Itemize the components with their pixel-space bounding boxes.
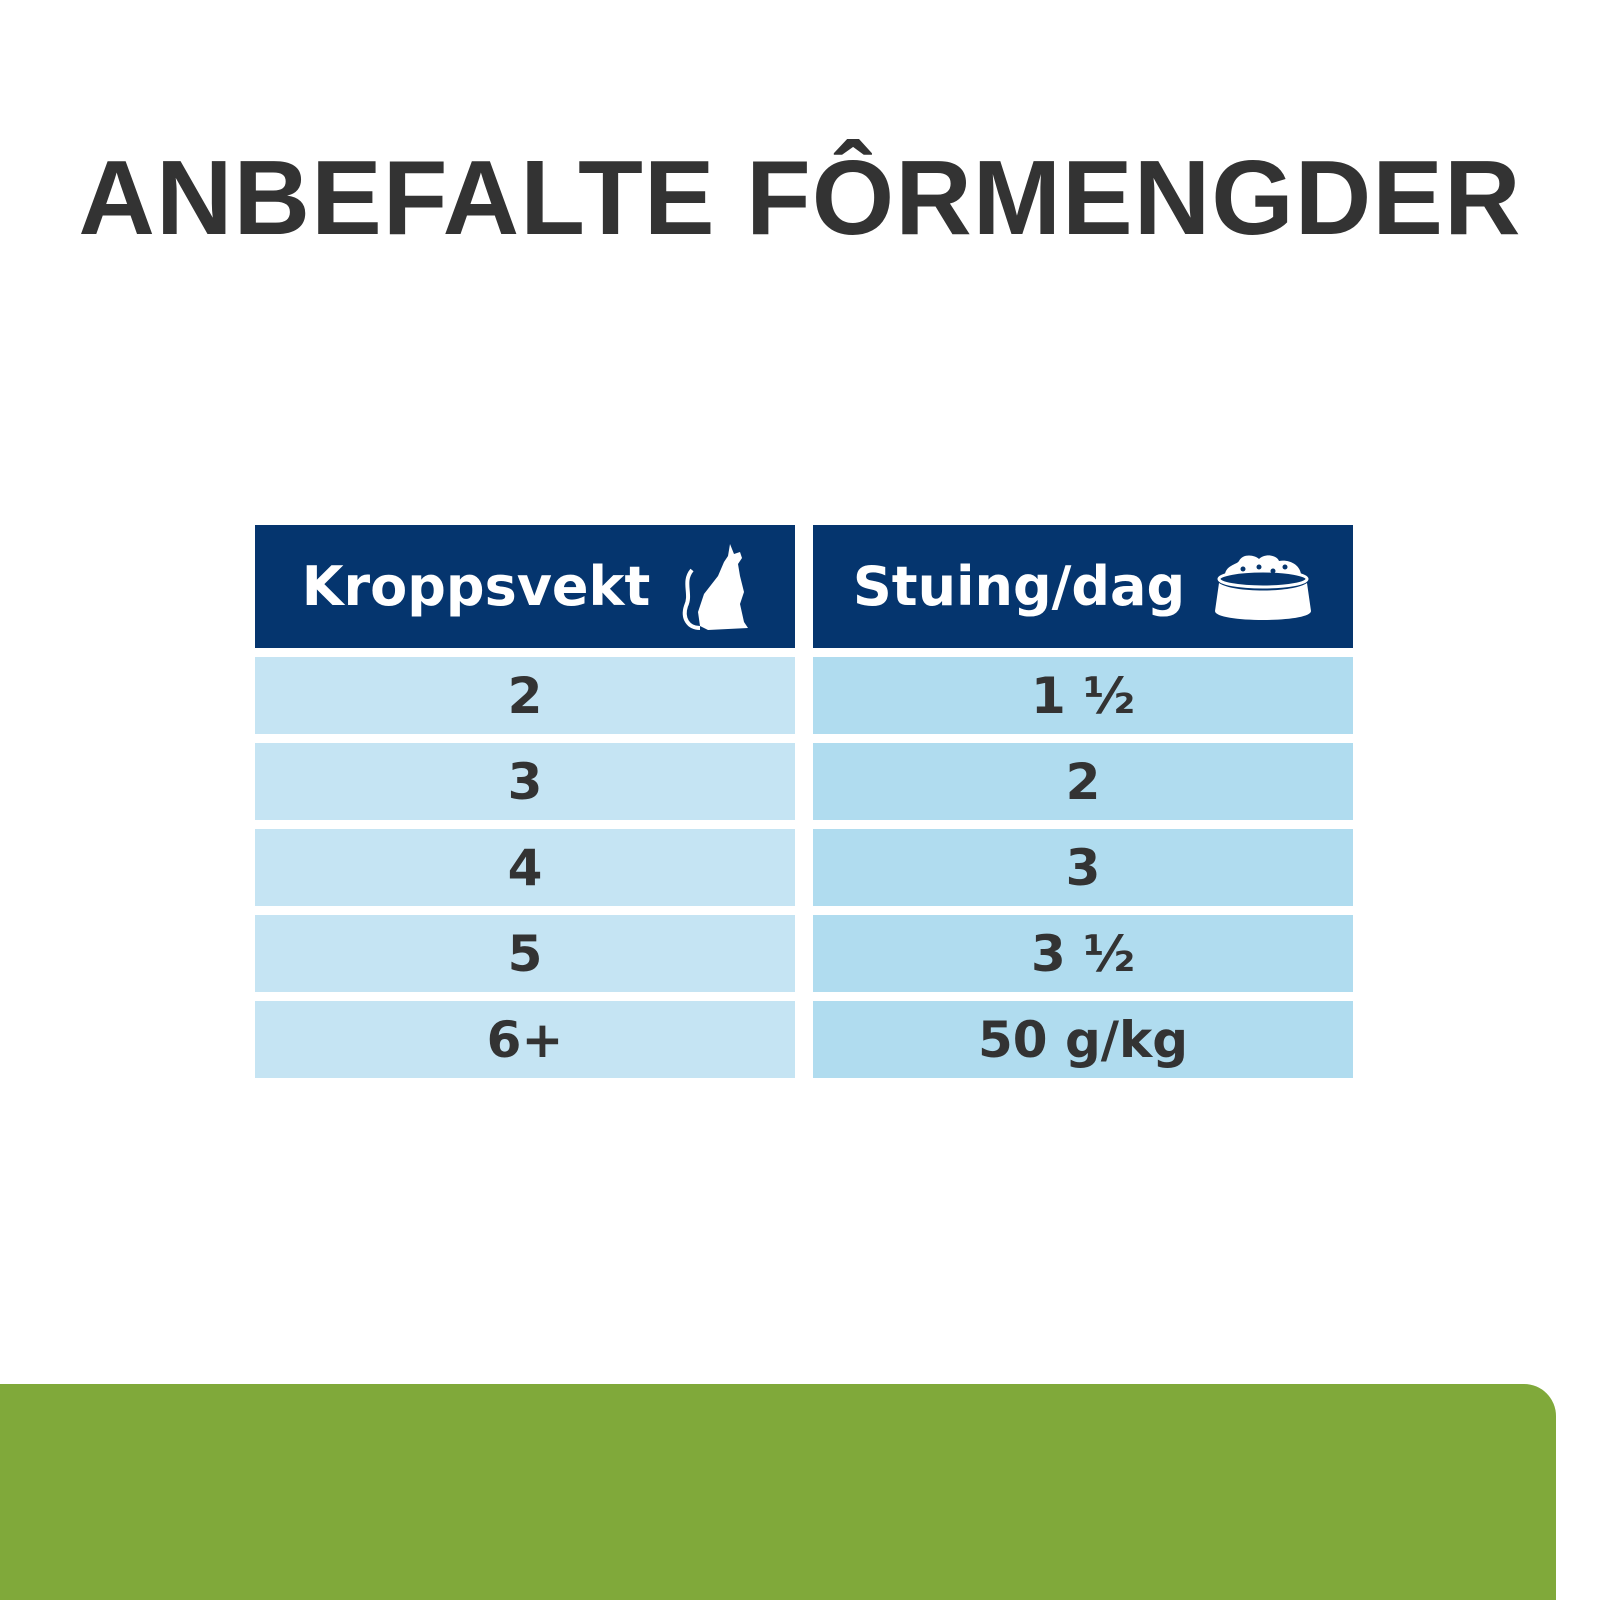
stew-per-day-cell: 3 ½ (813, 915, 1353, 992)
body-weight-cell: 6+ (255, 1001, 795, 1078)
table-row: 6+ 50 g/kg (255, 1001, 1353, 1078)
table-row: 5 3 ½ (255, 915, 1353, 992)
body-weight-cell: 4 (255, 829, 795, 906)
body-weight-cell: 5 (255, 915, 795, 992)
table-row: 2 1 ½ (255, 657, 1353, 734)
header-label: Stuing/dag (852, 555, 1186, 618)
table-header: Kroppsvekt Stuing/dag (255, 525, 1353, 648)
green-footer-band (0, 1384, 1556, 1600)
food-bowl-icon (1215, 554, 1312, 620)
cat-icon (683, 543, 749, 630)
stew-per-day-cell: 2 (813, 743, 1353, 820)
header-label: Kroppsvekt (301, 555, 651, 618)
body-weight-cell: 2 (255, 657, 795, 734)
table-row: 3 2 (255, 743, 1353, 820)
header-stew-per-day: Stuing/dag (813, 525, 1353, 648)
stew-per-day-cell: 1 ½ (813, 657, 1353, 734)
page-title: ANBEFALTE FÔRMENGDER (78, 139, 1522, 257)
feeding-table: Kroppsvekt Stuing/dag 2 1 ½ 3 2 4 3 5 3 … (255, 525, 1353, 1087)
stew-per-day-cell: 50 g/kg (813, 1001, 1353, 1078)
header-body-weight: Kroppsvekt (255, 525, 795, 648)
table-row: 4 3 (255, 829, 1353, 906)
stew-per-day-cell: 3 (813, 829, 1353, 906)
body-weight-cell: 3 (255, 743, 795, 820)
